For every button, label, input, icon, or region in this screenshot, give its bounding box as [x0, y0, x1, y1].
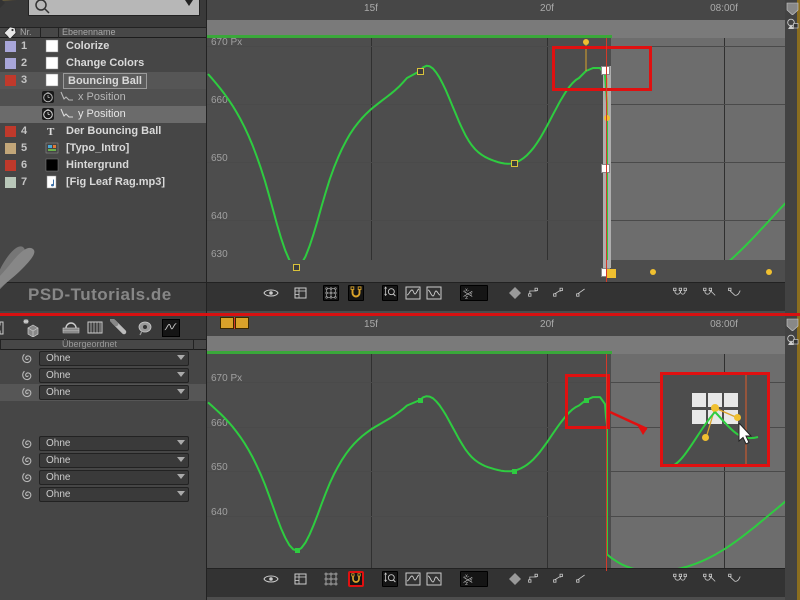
svg-text:Z: Z — [465, 581, 468, 586]
svg-text:T: T — [47, 126, 55, 138]
svg-text:Z: Z — [465, 295, 468, 300]
